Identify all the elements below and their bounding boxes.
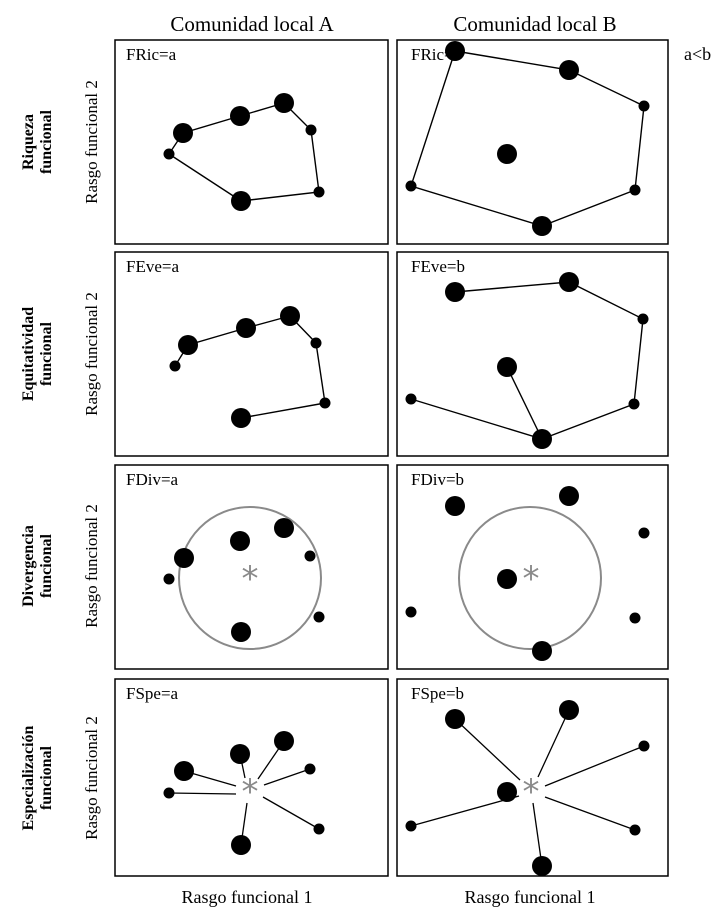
species-point <box>638 740 650 752</box>
species-point <box>405 180 417 192</box>
x-axis-label-a: Rasgo funcional 1 <box>181 887 313 907</box>
panel-fspe-a: FSpe=a * <box>114 678 389 877</box>
species-point <box>274 93 294 113</box>
species-point <box>178 335 198 355</box>
species-point <box>629 612 641 624</box>
panel-feve-b: FEve=b <box>396 251 669 457</box>
species-point <box>174 761 194 781</box>
relation-note: a<b <box>684 44 712 64</box>
species-point <box>559 60 579 80</box>
panel-label: FEve=a <box>126 257 179 276</box>
panel-label: FDiv=a <box>126 470 179 489</box>
species-point <box>304 550 316 562</box>
species-point <box>163 787 175 799</box>
panel-frame <box>114 251 389 457</box>
panel-frame <box>396 678 669 877</box>
panel-frame <box>396 464 669 670</box>
species-point <box>163 573 175 585</box>
species-point <box>445 282 465 302</box>
species-point <box>313 186 325 198</box>
panel-frame <box>114 464 389 670</box>
panel-fdiv-b: FDiv=b * <box>396 464 669 670</box>
species-point <box>313 611 325 623</box>
panel-feve-a: FEve=a <box>114 251 389 457</box>
species-point <box>405 393 417 405</box>
species-point <box>497 782 517 802</box>
panel-label: FEve=b <box>411 257 465 276</box>
species-point <box>280 306 300 326</box>
species-point <box>497 357 517 377</box>
panel-frame <box>396 39 669 245</box>
column-header-a: Comunidad local A <box>170 12 334 36</box>
species-point <box>231 835 251 855</box>
species-point <box>497 569 517 589</box>
centroid-star: * <box>523 559 540 599</box>
species-point <box>310 337 322 349</box>
panel-frame <box>114 39 389 245</box>
species-point <box>497 144 517 164</box>
species-point <box>274 518 294 538</box>
centroid-star: * <box>523 772 540 812</box>
species-point <box>637 313 649 325</box>
species-point <box>629 184 641 196</box>
centroid-star: * <box>242 559 259 599</box>
species-point <box>638 100 650 112</box>
species-point <box>405 820 417 832</box>
species-point <box>319 397 331 409</box>
panel-fdiv-a: FDiv=a * <box>114 464 389 670</box>
species-point <box>230 531 250 551</box>
species-point <box>274 731 294 751</box>
panel-label: FSpe=b <box>411 684 464 703</box>
species-point <box>532 856 552 876</box>
species-point <box>304 763 316 775</box>
species-point <box>231 622 251 642</box>
mean-distance-circle <box>178 506 322 650</box>
species-point <box>638 527 650 539</box>
species-point <box>559 700 579 720</box>
species-point <box>231 408 251 428</box>
species-point <box>532 641 552 661</box>
species-point <box>532 429 552 449</box>
panel-fric-b: FRic=b <box>396 39 669 245</box>
panel-fric-a: FRic=a <box>114 39 389 245</box>
panel-fspe-b: FSpe=b * <box>396 678 669 877</box>
mean-distance-circle <box>458 506 602 650</box>
species-point <box>231 191 251 211</box>
species-point <box>174 548 194 568</box>
x-axis-label-b: Rasgo funcional 1 <box>464 887 596 907</box>
species-point <box>559 486 579 506</box>
spokes <box>410 709 645 867</box>
species-point <box>230 106 250 126</box>
centroid-star: * <box>242 772 259 812</box>
species-point <box>163 148 175 160</box>
species-point <box>313 823 325 835</box>
species-point <box>629 824 641 836</box>
species-point <box>169 360 181 372</box>
species-point <box>236 318 256 338</box>
species-point <box>445 41 465 61</box>
species-point <box>532 216 552 236</box>
convex-hull <box>410 50 645 227</box>
species-point <box>628 398 640 410</box>
species-point <box>445 709 465 729</box>
panel-label: FDiv=b <box>411 470 464 489</box>
panel-label: FRic=a <box>126 45 177 64</box>
species-point <box>230 744 250 764</box>
species-point <box>305 124 317 136</box>
species-point <box>559 272 579 292</box>
mst-line <box>506 366 543 440</box>
panel-frame <box>114 678 389 877</box>
species-point <box>405 606 417 618</box>
species-point <box>445 496 465 516</box>
column-header-b: Comunidad local B <box>453 12 617 36</box>
panel-frame <box>396 251 669 457</box>
panel-label: FSpe=a <box>126 684 179 703</box>
mst-line <box>410 281 644 440</box>
species-point <box>173 123 193 143</box>
